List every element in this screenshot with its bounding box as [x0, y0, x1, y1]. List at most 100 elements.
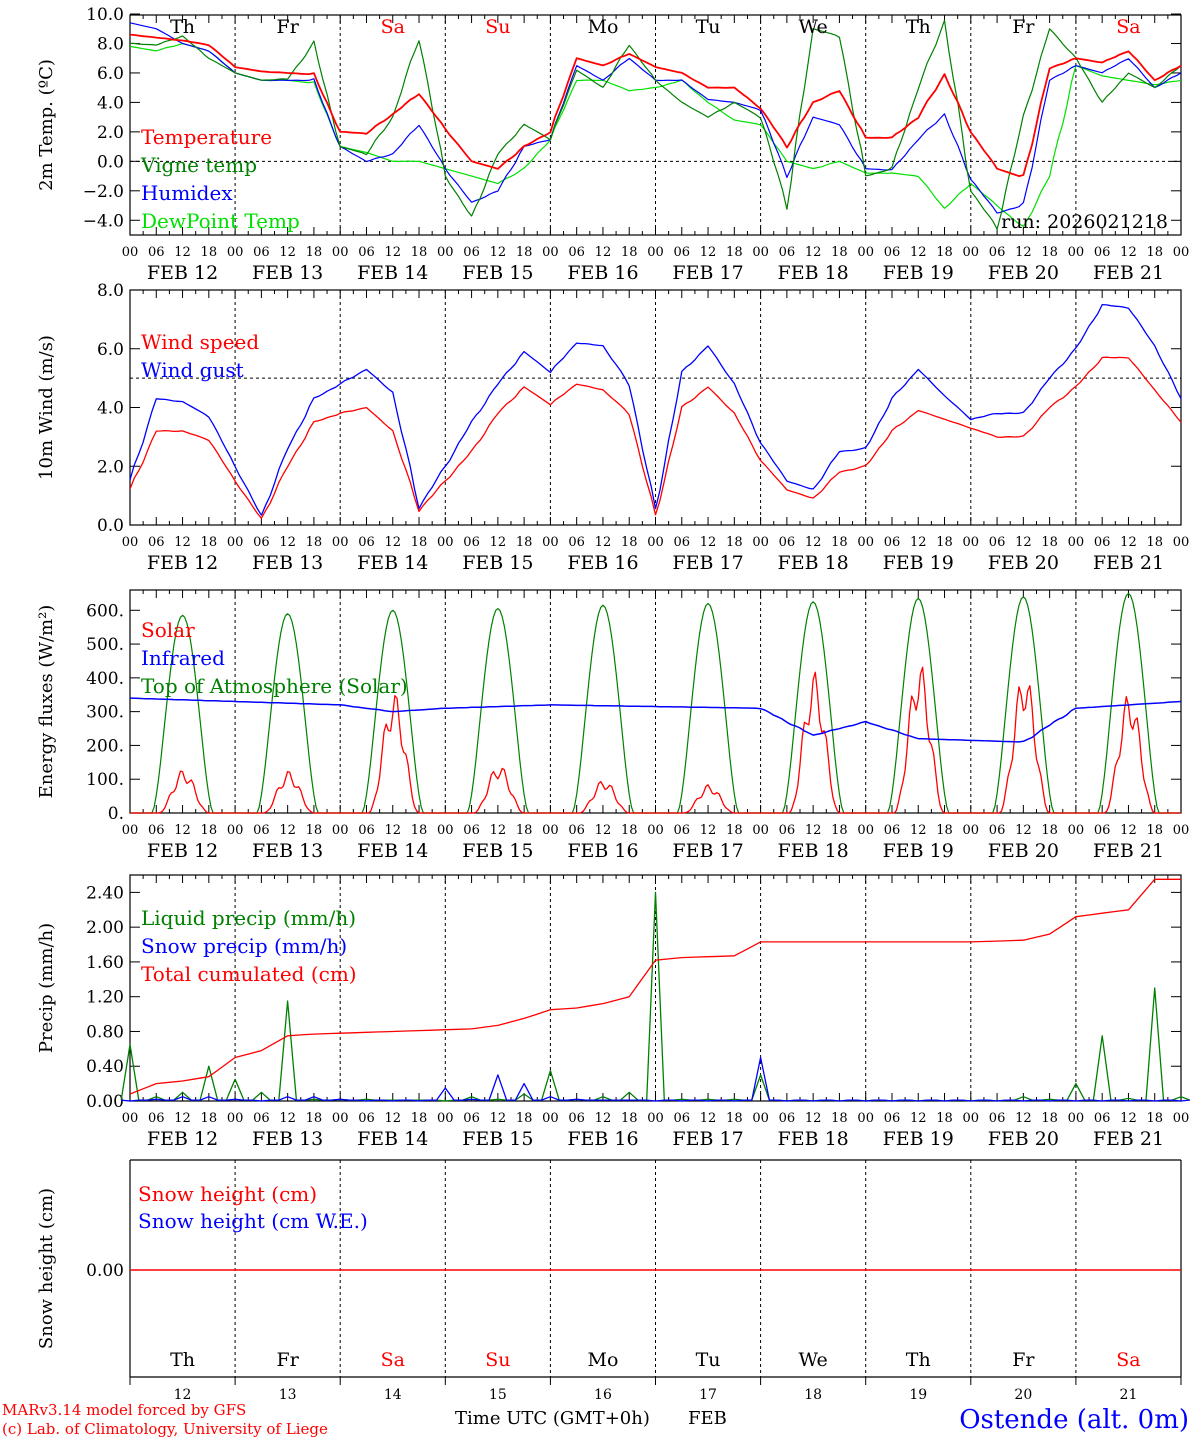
- hour-tick-label: 12: [279, 1111, 296, 1126]
- date-label: FEB 13: [252, 840, 323, 862]
- hour-tick-label: 06: [148, 245, 165, 260]
- hour-tick-label: 00: [963, 245, 980, 260]
- series-line-temperature: [129, 33, 1182, 178]
- y-tick-label: 400.: [86, 669, 124, 689]
- hour-tick-label: 12: [1015, 535, 1032, 550]
- panel-precip: 0.00 0.40 0.80 1.20 1.60 2.00 2.40 Precip (mm/h…: [36, 874, 1191, 1150]
- date-label: FEB 18: [778, 1128, 849, 1150]
- hour-tick-label: 18: [411, 245, 428, 260]
- hour-tick-label: 06: [674, 823, 691, 838]
- date-label: FEB 16: [567, 262, 638, 284]
- day-number-label: 21: [1120, 1387, 1138, 1403]
- day-number-label: 13: [279, 1387, 297, 1403]
- hour-tick-label: 00: [332, 823, 349, 838]
- hour-tick-label: 06: [148, 535, 165, 550]
- hour-tick-label: 06: [148, 1111, 165, 1126]
- hour-tick-label: 06: [463, 535, 480, 550]
- date-label: FEB 21: [1093, 840, 1164, 862]
- hour-tick-label: 18: [621, 823, 638, 838]
- hour-tick-label: 12: [1120, 535, 1137, 550]
- series-line-infrared: [129, 697, 1182, 743]
- hour-tick-label: 18: [1041, 245, 1058, 260]
- hour-tick-label: 18: [306, 535, 323, 550]
- hour-tick-label: 18: [306, 1111, 323, 1126]
- legend-entry: Wind gust: [141, 358, 244, 382]
- legend-entry: DewPoint Temp: [141, 209, 300, 233]
- hour-tick-label: 00: [1173, 535, 1190, 550]
- date-label: FEB 19: [883, 840, 954, 862]
- hour-tick-label: 00: [122, 1111, 139, 1126]
- y-tick-label: 2.00: [86, 918, 124, 938]
- hour-tick-label: 06: [358, 1111, 375, 1126]
- legend-entry: Wind speed: [141, 330, 259, 354]
- date-label: FEB 13: [252, 262, 323, 284]
- hour-tick-label: 18: [726, 245, 743, 260]
- station-name: Ostende (alt. 0m): [959, 1405, 1189, 1435]
- legend-entry: Humidex: [141, 181, 233, 205]
- date-label: FEB 14: [357, 552, 428, 574]
- hour-tick-label: 00: [332, 1111, 349, 1126]
- series-line-solar: [130, 666, 1181, 814]
- hour-tick-label: 00: [227, 535, 244, 550]
- date-label: FEB 18: [778, 840, 849, 862]
- date-label: FEB 13: [252, 552, 323, 574]
- meteogram-footer: MARv3.14 model forced by GFS (c) Lab. of…: [2, 1401, 1189, 1438]
- series-line-wind-gust: [129, 303, 1182, 516]
- hour-tick-label: 18: [726, 823, 743, 838]
- weekday-label: Th: [906, 16, 931, 38]
- hour-tick-label: 12: [595, 535, 612, 550]
- y-axis-label: Precip (mm/h): [36, 923, 57, 1053]
- day-number-label: 15: [489, 1387, 507, 1403]
- day-number-label: 14: [384, 1387, 402, 1403]
- hour-tick-label: 00: [752, 823, 769, 838]
- legend-entry: Snow height (cm): [138, 1182, 317, 1206]
- y-tick-label: 0.00: [86, 1092, 124, 1112]
- date-label: FEB 20: [988, 552, 1059, 574]
- legend-entry: Solar: [141, 618, 195, 642]
- weekday-label: Fr: [1012, 16, 1035, 38]
- weekday-label: Th: [906, 1349, 931, 1371]
- date-label: FEB 12: [147, 552, 218, 574]
- date-label: FEB 15: [462, 552, 533, 574]
- hour-tick-label: 00: [542, 823, 559, 838]
- hour-tick-label: 18: [831, 245, 848, 260]
- hour-tick-label: 18: [936, 535, 953, 550]
- hour-tick-label: 18: [201, 1111, 218, 1126]
- y-tick-label: 6.0: [97, 340, 124, 360]
- hour-tick-label: 18: [831, 1111, 848, 1126]
- hour-tick-label: 12: [174, 245, 191, 260]
- date-label: FEB 21: [1093, 262, 1164, 284]
- date-label: FEB 18: [778, 552, 849, 574]
- plot-frame: [129, 589, 1182, 814]
- hour-tick-label: 06: [568, 823, 585, 838]
- hour-tick-label: 18: [201, 535, 218, 550]
- hour-tick-label: 18: [516, 1111, 533, 1126]
- hour-tick-label: 00: [122, 823, 139, 838]
- y-tick-label: 4.0: [97, 399, 124, 419]
- hour-tick-label: 00: [647, 245, 664, 260]
- day-number-label: 17: [699, 1387, 717, 1403]
- hour-tick-label: 18: [306, 245, 323, 260]
- date-label: FEB 14: [357, 840, 428, 862]
- hour-tick-label: 00: [542, 245, 559, 260]
- hour-tick-label: 06: [989, 535, 1006, 550]
- hour-tick-label: 06: [884, 535, 901, 550]
- panel-temperature: 10.0 8.0 6.0 4.0 2.0 0.0 −2.0 −4.0 2m Temp. (ºC)…: [36, 5, 1189, 284]
- date-label: FEB 17: [672, 840, 743, 862]
- hour-tick-label: 12: [805, 245, 822, 260]
- hour-tick-label: 12: [910, 245, 927, 260]
- hour-tick-label: 06: [463, 823, 480, 838]
- hour-tick-label: 06: [779, 245, 796, 260]
- series-line-dewpoint-temp: [129, 42, 1182, 227]
- legend-entry: Top of Atmosphere (Solar): [141, 674, 408, 698]
- hour-tick-label: 18: [831, 535, 848, 550]
- y-tick-label: 1.20: [86, 988, 124, 1008]
- hour-tick-label: 18: [411, 535, 428, 550]
- hour-tick-label: 06: [1094, 245, 1111, 260]
- weekday-label: We: [799, 1349, 828, 1371]
- hour-tick-label: 00: [227, 245, 244, 260]
- series-line-snow-precip-mm-h-: [121, 1056, 1190, 1102]
- hour-tick-label: 06: [148, 823, 165, 838]
- hour-tick-label: 06: [884, 823, 901, 838]
- hour-tick-label: 18: [831, 823, 848, 838]
